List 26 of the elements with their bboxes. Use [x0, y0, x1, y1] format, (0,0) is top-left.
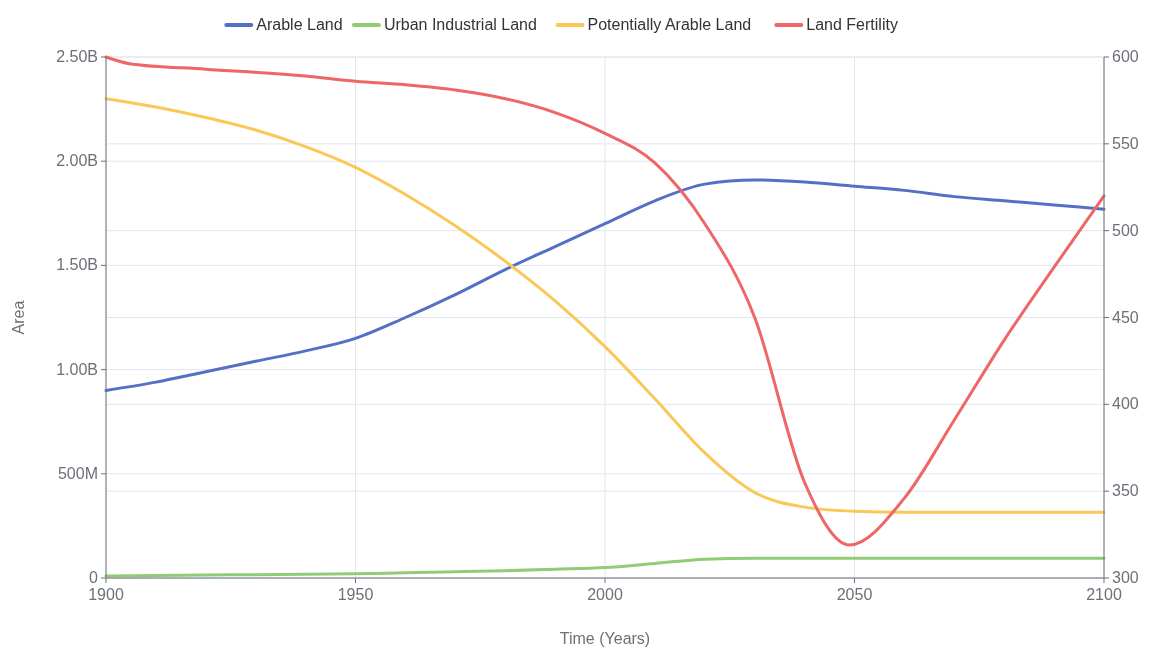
x-tick-label: 1950 [337, 586, 374, 603]
y2-tick-label: 500 [1112, 221, 1139, 239]
y-tick-label: 2.00B [56, 152, 98, 170]
line-series [104, 178, 1106, 392]
y-tick-label: 0 [89, 569, 99, 586]
line-series [104, 97, 1106, 514]
y-axis-title: Area [10, 300, 27, 335]
y-tick-label: 1.00B [56, 360, 98, 378]
y2-tick-label: 400 [1112, 395, 1139, 413]
y-tick-label: 500M [57, 464, 98, 482]
y2-tick-label: 600 [1112, 48, 1139, 65]
x-axis-title: Time (Years) [559, 630, 651, 647]
legend-label: Potentially Arable Land [587, 16, 752, 33]
legend-label: Arable Land [256, 16, 343, 33]
x-tick-label: 1900 [88, 586, 124, 603]
y2-tick-label: 550 [1112, 134, 1139, 152]
x-tick-label: 2000 [587, 586, 623, 603]
y-tick-label: 1.50B [56, 256, 98, 274]
y-tick-label: 2.50B [56, 48, 98, 65]
y2-tick-label: 450 [1112, 308, 1139, 326]
legend-label: Land Fertility [806, 16, 898, 33]
y2-tick-label: 350 [1112, 482, 1139, 500]
x-tick-label: 2050 [836, 586, 873, 603]
x-tick-label: 2100 [1086, 586, 1122, 603]
y2-tick-label: 300 [1112, 569, 1139, 586]
legend-label: Urban Industrial Land [383, 16, 537, 33]
